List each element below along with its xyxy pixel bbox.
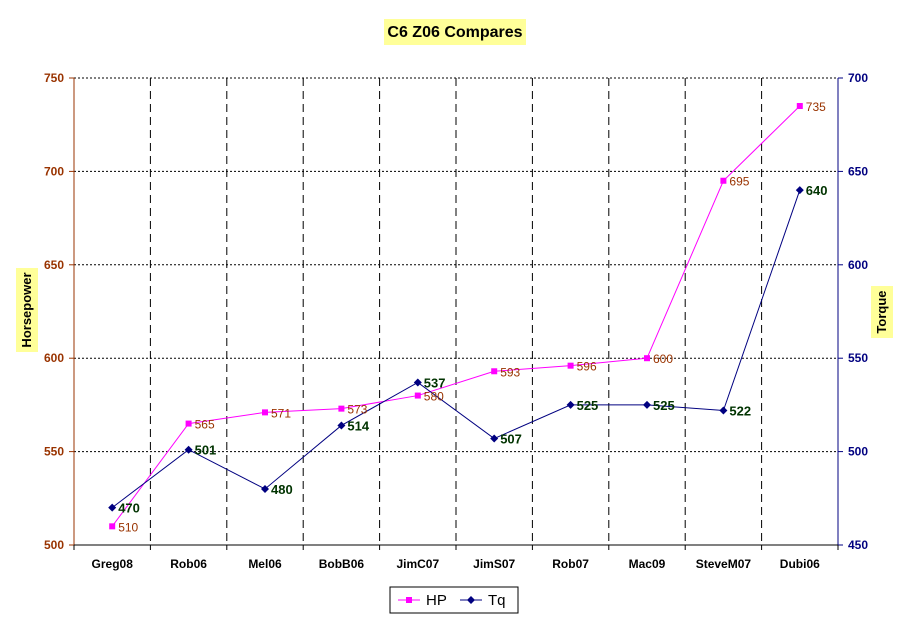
legend-hp-label: HP: [426, 592, 447, 609]
hp-data-label: 735: [806, 100, 826, 114]
y-axis-title: Horsepower: [19, 272, 34, 347]
chart-title-box: C6 Z06 Compares: [384, 19, 526, 45]
hp-point: [491, 368, 498, 375]
y2-tick-label: 700: [848, 71, 868, 85]
hp-data-label: 695: [729, 175, 749, 189]
x-tick-label: Rob07: [552, 557, 589, 571]
x-tick-label: Greg08: [92, 557, 134, 571]
y2-tick-label: 550: [848, 351, 868, 365]
tq-point: [490, 434, 499, 443]
tq-point: [184, 445, 193, 454]
hp-data-label: 571: [271, 406, 291, 420]
y-tick-label: 700: [44, 164, 64, 178]
hp-point: [567, 362, 574, 369]
y2-tick-label: 600: [848, 258, 868, 272]
tick-labels: 500 550 600 650 700 750 450 500 550 600 650 700 Greg…: [44, 71, 868, 571]
y2-tick-label: 650: [848, 164, 868, 178]
hp-data-label: 565: [195, 418, 215, 432]
hp-point: [262, 409, 268, 416]
legend: HP Tq: [389, 586, 519, 614]
hp-point: [720, 177, 727, 184]
hp-data-label: 573: [347, 403, 367, 417]
hp-point: [109, 523, 116, 530]
tq-data-label: 514: [347, 418, 369, 433]
tq-point: [413, 378, 422, 387]
x-tick-label: SteveM07: [696, 557, 752, 571]
tq-data-label: 522: [729, 404, 751, 419]
axes: [69, 77, 843, 550]
tq-point: [566, 400, 575, 409]
y-axis-title-box: Horsepower: [16, 268, 38, 352]
hp-series-line: [111, 105, 801, 527]
x-tick-label: Rob06: [170, 557, 207, 571]
tq-data-label: 507: [500, 432, 522, 447]
series-layer: [108, 103, 804, 530]
x-tick-label: JimC07: [396, 557, 439, 571]
y2-axis-title-box: Torque: [871, 286, 893, 338]
y2-axis-title: Torque: [874, 290, 889, 333]
tq-data-label: 640: [806, 183, 828, 198]
x-tick-label: BobB06: [319, 557, 365, 571]
x-tick-label: Mac09: [629, 557, 666, 571]
y-tick-label: 500: [44, 538, 64, 552]
y2-tick-label: 500: [848, 445, 868, 459]
tq-data-label: 525: [577, 398, 599, 413]
tq-point: [643, 400, 651, 409]
tq-series-line: [111, 189, 801, 509]
x-tick-label: Dubi06: [780, 557, 820, 571]
hp-data-label: 596: [577, 360, 597, 374]
tq-data-label: 525: [653, 398, 675, 413]
tq-point: [795, 186, 804, 195]
hp-point: [185, 420, 192, 427]
legend-tq-label: Tq: [488, 592, 506, 609]
hp-data-label: 600: [653, 352, 673, 366]
hp-point: [338, 405, 345, 412]
tq-point: [337, 421, 346, 430]
hp-point: [796, 103, 803, 110]
grid-lines: [74, 77, 838, 545]
y-tick-label: 650: [44, 258, 64, 272]
y-tick-label: 550: [44, 445, 64, 459]
x-tick-label: JimS07: [473, 557, 515, 571]
legend-tq-marker: [467, 596, 475, 604]
tq-point: [108, 503, 117, 512]
tq-data-label: 537: [424, 375, 446, 390]
tq-data-label: 480: [271, 482, 293, 497]
data-labels: 510 565 571 573 580 593 596 600 695 735 470 501 480 5…: [118, 100, 827, 534]
y-tick-label: 750: [44, 71, 64, 85]
hp-point: [414, 392, 421, 399]
chart-title: C6 Z06 Compares: [387, 24, 522, 41]
tq-point: [719, 406, 728, 415]
legend-hp-marker: [406, 597, 412, 603]
tq-data-label: 470: [118, 501, 140, 516]
y2-tick-label: 450: [848, 538, 868, 552]
tq-data-label: 501: [195, 443, 217, 458]
hp-point: [644, 355, 650, 362]
tq-point: [261, 484, 269, 493]
hp-data-label: 510: [118, 520, 138, 534]
hp-data-label: 593: [500, 365, 520, 379]
y-tick-label: 600: [44, 351, 64, 365]
x-tick-label: Mel06: [248, 557, 282, 571]
hp-data-label: 580: [424, 390, 444, 404]
